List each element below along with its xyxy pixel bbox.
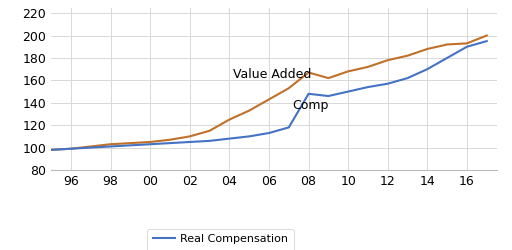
Real Compensation	[444, 56, 450, 59]
Real Value Added	[167, 138, 173, 141]
Real Value Added	[246, 109, 252, 112]
Real Compensation	[365, 86, 371, 88]
Real Value Added	[108, 143, 114, 146]
Text: Comp: Comp	[293, 100, 329, 112]
Legend: Real Compensation, Real Value Added: Real Compensation, Real Value Added	[147, 228, 294, 250]
Real Compensation	[246, 135, 252, 138]
Real Value Added	[306, 71, 312, 74]
Real Compensation	[484, 40, 490, 42]
Real Value Added	[484, 34, 490, 37]
Real Value Added	[206, 129, 212, 132]
Real Compensation	[108, 145, 114, 148]
Real Value Added	[187, 135, 193, 138]
Real Compensation	[48, 148, 54, 151]
Real Compensation	[226, 137, 232, 140]
Real Compensation	[385, 82, 391, 85]
Real Value Added	[88, 145, 94, 148]
Real Compensation	[404, 76, 411, 80]
Real Value Added	[404, 54, 411, 57]
Real Value Added	[464, 42, 470, 45]
Real Value Added	[226, 118, 232, 121]
Real Value Added	[68, 147, 74, 150]
Real Compensation	[167, 142, 173, 144]
Real Value Added	[385, 59, 391, 62]
Real Value Added	[127, 142, 134, 144]
Real Compensation	[127, 144, 134, 147]
Real Value Added	[147, 140, 153, 143]
Line: Real Compensation: Real Compensation	[51, 41, 487, 150]
Real Compensation	[147, 143, 153, 146]
Real Compensation	[345, 90, 351, 93]
Text: Value Added: Value Added	[233, 68, 312, 81]
Real Value Added	[325, 76, 331, 80]
Real Value Added	[365, 66, 371, 68]
Line: Real Value Added: Real Value Added	[51, 36, 487, 150]
Real Compensation	[206, 139, 212, 142]
Real Compensation	[325, 94, 331, 98]
Real Value Added	[286, 87, 292, 90]
Real Compensation	[286, 126, 292, 129]
Real Value Added	[345, 70, 351, 73]
Real Value Added	[48, 148, 54, 151]
Real Compensation	[88, 146, 94, 149]
Real Value Added	[424, 48, 431, 50]
Real Compensation	[187, 140, 193, 143]
Real Value Added	[444, 43, 450, 46]
Real Compensation	[306, 92, 312, 95]
Real Value Added	[266, 98, 272, 101]
Real Compensation	[424, 68, 431, 71]
Real Compensation	[68, 147, 74, 150]
Real Compensation	[266, 132, 272, 134]
Real Compensation	[464, 45, 470, 48]
